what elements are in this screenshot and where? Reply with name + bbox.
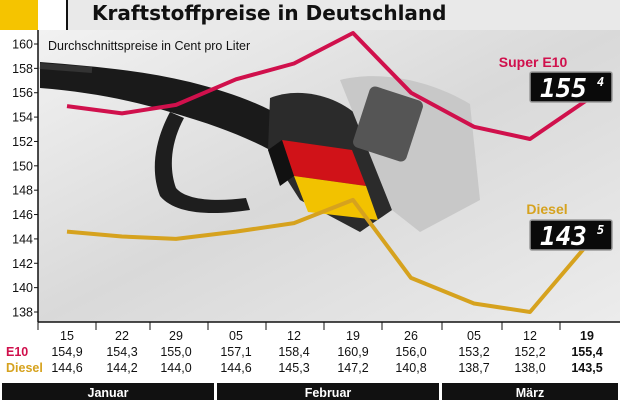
month-label-maerz: März: [516, 386, 544, 400]
price-readout-diesel: [529, 219, 613, 251]
data-label-diesel: 145,3: [278, 361, 309, 375]
x-tick-label: 26: [404, 329, 418, 343]
y-tick-label: 146: [12, 208, 33, 222]
data-label-e10: 160,9: [337, 345, 368, 359]
data-label-diesel: 143,5: [571, 361, 602, 375]
data-label-e10: 156,0: [395, 345, 426, 359]
x-tick-label: 12: [523, 329, 537, 343]
data-label-diesel: 144,6: [51, 361, 82, 375]
series-line-super-e10: [66, 31, 589, 141]
x-tick-label: 19: [346, 329, 360, 343]
data-label-diesel: 144,6: [220, 361, 251, 375]
x-tick-label: 22: [115, 329, 129, 343]
y-tick-label: 148: [12, 184, 33, 198]
x-tick-label: 05: [467, 329, 481, 343]
data-label-diesel: 138,7: [458, 361, 489, 375]
data-label-e10: 152,2: [514, 345, 545, 359]
y-tick-label: 142: [12, 257, 33, 271]
data-label-diesel: 144,2: [106, 361, 137, 375]
readout-decimal-diesel: 5: [597, 223, 604, 237]
row-label-e10: E10: [6, 345, 28, 359]
readout-value-diesel: 143: [540, 222, 587, 252]
data-label-diesel: 147,2: [337, 361, 368, 375]
series-label-super-e10: Super E10: [499, 54, 568, 70]
data-label-diesel: 138,0: [514, 361, 545, 375]
data-label-e10: 154,3: [106, 345, 137, 359]
y-tick-label: 140: [12, 281, 33, 295]
price-readout-super-e10: [529, 71, 613, 103]
month-band-maerz: [442, 383, 618, 400]
y-tick-label: 144: [12, 232, 33, 246]
x-tick-label: 29: [169, 329, 183, 343]
month-band-februar: [217, 383, 439, 400]
series-label-diesel: Diesel: [526, 201, 567, 217]
data-label-diesel: 144,0: [160, 361, 191, 375]
header-band: [68, 0, 620, 30]
data-label-e10: 158,4: [278, 345, 309, 359]
month-label-januar: Januar: [88, 386, 129, 400]
data-label-e10: 155,0: [160, 345, 191, 359]
y-tick-label: 138: [12, 306, 33, 320]
x-tick-label: 19: [580, 329, 594, 343]
y-tick-label: 158: [12, 62, 33, 76]
accent-square: [0, 0, 38, 30]
x-tick-label: 05: [229, 329, 243, 343]
y-tick-label: 150: [12, 159, 33, 173]
x-tick-label: 12: [287, 329, 301, 343]
data-label-e10: 157,1: [220, 345, 251, 359]
row-label-diesel: Diesel: [6, 361, 43, 375]
month-label-februar: Februar: [305, 386, 352, 400]
month-band-januar: [2, 383, 214, 400]
series-line-diesel: [66, 197, 589, 314]
x-tick-label: 15: [60, 329, 74, 343]
data-table-background: [0, 322, 620, 382]
y-tick-label: 154: [12, 111, 33, 125]
chart-title: Kraftstoffpreise in Deutschland: [92, 1, 446, 25]
data-table: 15 154,9 144,6 22 154,3 144,2 29 155,0 144,0 05 15…: [37, 322, 603, 375]
y-tick-label: 156: [12, 86, 33, 100]
header-divider: [66, 0, 68, 30]
readout-decimal-super-e10: 4: [597, 75, 604, 89]
y-tick-label: 160: [12, 38, 33, 52]
data-label-e10: 155,4: [571, 345, 602, 359]
data-label-diesel: 140,8: [395, 361, 426, 375]
data-label-e10: 153,2: [458, 345, 489, 359]
y-tick-label: 152: [12, 135, 33, 149]
data-label-e10: 154,9: [51, 345, 82, 359]
y-axis: 138 140 142 144 146 148 150 152 154 156 158 160: [12, 38, 38, 320]
readout-value-super-e10: 155: [540, 74, 587, 104]
chart-subtitle: Durchschnittspreise in Cent pro Liter: [48, 39, 250, 53]
